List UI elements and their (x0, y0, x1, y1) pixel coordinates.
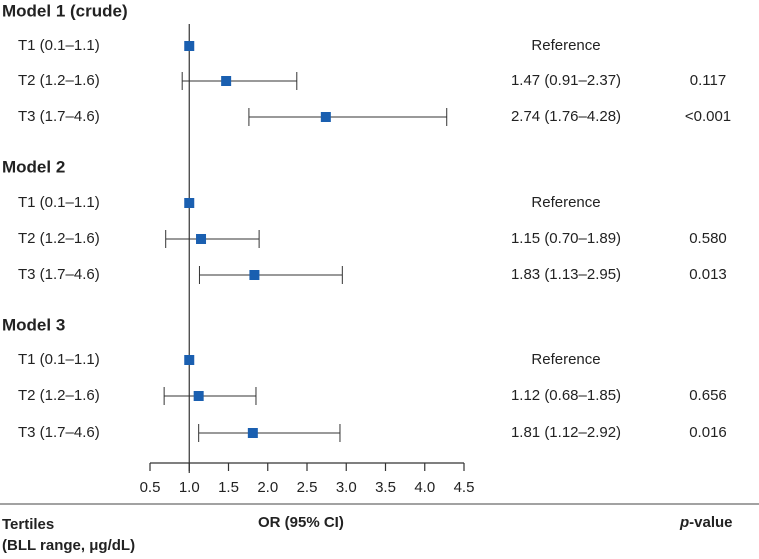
x-tick-label: 4.0 (414, 479, 435, 496)
or-point (249, 270, 260, 280)
or-ci-text: Reference (531, 194, 600, 211)
or-ci-text: 1.83 (1.13–2.95) (511, 266, 621, 283)
row-label: T3 (1.7–4.6) (18, 424, 100, 441)
or-point (247, 428, 258, 438)
row-label: T1 (0.1–1.1) (18, 351, 100, 368)
or-ci-text: 1.12 (0.68–1.85) (511, 387, 621, 404)
or-point (193, 391, 204, 401)
row-label: T2 (1.2–1.6) (18, 387, 100, 404)
or-point (320, 112, 331, 122)
model-title: Model 3 (2, 315, 65, 334)
x-tick-label: 2.5 (297, 479, 318, 496)
p-value: <0.001 (685, 108, 731, 125)
or-point (221, 76, 232, 86)
or-ci-text: Reference (531, 37, 600, 54)
or-ci-text: 1.15 (0.70–1.89) (511, 230, 621, 247)
tertiles-header: Tertiles (BLL range, μg/dL) (2, 514, 135, 556)
p-value: 0.013 (689, 266, 727, 283)
x-tick-label: 4.5 (454, 479, 475, 496)
model-title: Model 2 (2, 157, 65, 176)
or-point (184, 355, 195, 365)
row-label: T1 (0.1–1.1) (18, 194, 100, 211)
p-value-header: p-value (680, 514, 733, 531)
or-point (184, 198, 195, 208)
row-label: T2 (1.2–1.6) (18, 230, 100, 247)
p-header-rest: -value (689, 514, 733, 531)
x-tick-label: 1.5 (218, 479, 239, 496)
or-point (184, 41, 195, 51)
p-value: 0.117 (690, 72, 726, 89)
p-value: 0.016 (689, 424, 727, 441)
p-value: 0.580 (689, 230, 727, 247)
row-label: T3 (1.7–4.6) (18, 266, 100, 283)
p-value: 0.656 (689, 387, 727, 404)
or-ci-text: 2.74 (1.76–4.28) (511, 108, 621, 125)
row-label: T2 (1.2–1.6) (18, 72, 100, 89)
or-header: OR (95% CI) (258, 514, 344, 531)
tertiles-header-line1: Tertiles (2, 516, 55, 533)
or-ci-text: 1.81 (1.12–2.92) (511, 424, 621, 441)
or-ci-text: Reference (531, 351, 600, 368)
x-tick-label: 2.0 (257, 479, 278, 496)
row-label: T3 (1.7–4.6) (18, 108, 100, 125)
p-header-italic: p (680, 514, 690, 531)
x-tick-label: 0.5 (140, 479, 161, 496)
x-tick-label: 1.0 (179, 479, 200, 496)
tertiles-header-line2: (BLL range, μg/dL) (2, 537, 136, 554)
x-tick-label: 3.5 (375, 479, 396, 496)
or-point (196, 234, 207, 244)
or-ci-text: 1.47 (0.91–2.37) (511, 72, 621, 89)
x-tick-label: 3.0 (336, 479, 357, 496)
model-title: Model 1 (crude) (2, 1, 128, 20)
row-label: T1 (0.1–1.1) (18, 37, 100, 54)
